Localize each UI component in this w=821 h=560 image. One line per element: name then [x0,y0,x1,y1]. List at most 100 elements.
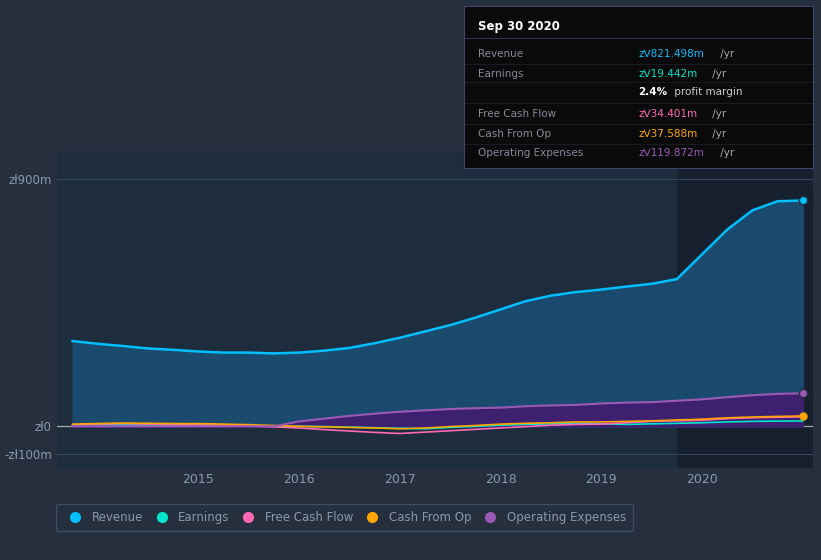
Earnings [194,422,204,428]
Earnings [143,422,153,428]
Operating Expenses [596,400,606,407]
Text: Revenue: Revenue [478,49,523,59]
Cash From Op [521,420,530,427]
Cash From Op [496,421,506,427]
Cash From Op [722,414,732,421]
Free Cash Flow [647,418,657,424]
Cash From Op [244,421,254,428]
Cash From Op [798,413,808,419]
Revenue [621,283,631,290]
Operating Expenses [470,405,480,412]
Cash From Op [369,424,379,431]
Revenue [118,343,128,349]
Free Cash Flow [244,423,254,430]
Free Cash Flow [722,416,732,422]
Line: Free Cash Flow: Free Cash Flow [72,417,803,433]
Revenue [647,281,657,287]
Revenue [747,207,757,214]
Cash From Op [571,418,581,425]
Cash From Op [143,420,153,427]
Revenue [496,306,506,312]
Free Cash Flow [269,423,279,430]
Earnings [621,421,631,428]
Operating Expenses [546,402,556,409]
Free Cash Flow [93,421,103,427]
Legend: Revenue, Earnings, Free Cash Flow, Cash From Op, Operating Expenses: Revenue, Earnings, Free Cash Flow, Cash … [56,504,633,531]
Earnings [420,426,430,432]
Text: zᐯ19.442m: zᐯ19.442m [639,69,698,79]
Earnings [369,424,379,431]
Operating Expenses [647,399,657,405]
Revenue [571,289,581,296]
Operating Expenses [244,423,254,430]
Earnings [798,418,808,424]
Earnings [269,423,279,430]
Revenue [345,344,355,351]
Free Cash Flow [194,422,204,428]
Earnings [496,422,506,428]
Earnings [118,422,128,428]
Earnings [546,421,556,427]
Line: Cash From Op: Cash From Op [72,416,803,429]
Revenue [319,347,329,354]
Cash From Op [118,419,128,426]
Text: Cash From Op: Cash From Op [478,129,551,139]
Revenue [420,328,430,335]
Text: profit margin: profit margin [671,87,742,97]
Text: zᐯ34.401m: zᐯ34.401m [639,109,698,119]
Text: /yr: /yr [709,109,727,119]
Operating Expenses [294,418,304,424]
Cash From Op [672,417,681,423]
Operating Expenses [621,399,631,406]
Cash From Op [269,422,279,429]
Free Cash Flow [697,417,707,423]
Text: Operating Expenses: Operating Expenses [478,148,583,158]
Free Cash Flow [546,422,556,428]
Operating Expenses [269,423,279,430]
Revenue [369,340,379,347]
Revenue [672,276,681,282]
Operating Expenses [168,423,178,430]
Earnings [672,420,681,427]
Revenue [143,345,153,352]
Line: Revenue: Revenue [72,200,803,353]
Operating Expenses [773,390,782,397]
Cash From Op [697,416,707,423]
Free Cash Flow [294,424,304,431]
Operating Expenses [93,423,103,430]
Text: zᐯ37.588m: zᐯ37.588m [639,129,698,139]
Free Cash Flow [319,426,329,433]
Operating Expenses [67,423,77,430]
Operating Expenses [496,404,506,411]
Cash From Op [596,418,606,425]
Earnings [218,422,228,429]
Free Cash Flow [571,421,581,428]
Revenue [194,348,204,355]
Earnings [697,419,707,426]
Operating Expenses [571,402,581,408]
Cash From Op [168,420,178,427]
Earnings [470,423,480,430]
Cash From Op [621,418,631,424]
Operating Expenses [672,398,681,404]
Text: Free Cash Flow: Free Cash Flow [478,109,556,119]
Free Cash Flow [118,420,128,427]
Revenue [269,350,279,357]
Free Cash Flow [596,421,606,427]
Operating Expenses [521,403,530,409]
Earnings [596,421,606,427]
Earnings [294,423,304,430]
Revenue [470,314,480,321]
Earnings [773,418,782,424]
Cash From Op [747,414,757,421]
Text: zᐯ119.872m: zᐯ119.872m [639,148,704,158]
Cash From Op [194,420,204,427]
Cash From Op [319,423,329,430]
Bar [677,151,821,468]
Cash From Op [345,424,355,431]
Free Cash Flow [168,421,178,428]
Operating Expenses [798,390,808,396]
Earnings [747,418,757,424]
Free Cash Flow [218,422,228,429]
Line: Earnings: Earnings [72,421,803,429]
